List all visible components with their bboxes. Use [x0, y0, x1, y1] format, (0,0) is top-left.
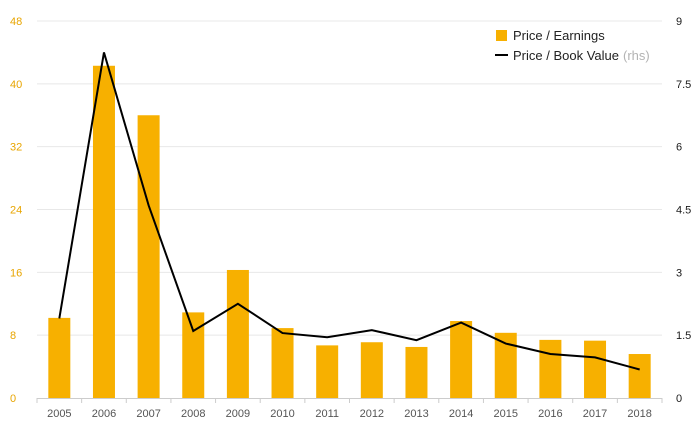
gridlines	[37, 20, 662, 336]
bar-price-earnings	[226, 269, 249, 398]
pbv-line-layer	[58, 52, 640, 371]
bar-price-earnings	[271, 328, 294, 398]
axes	[36, 398, 663, 403]
bar-price-earnings	[405, 346, 428, 398]
bar-price-earnings	[48, 317, 71, 398]
y-right-tick-label: 1.5	[676, 330, 691, 342]
bar-price-earnings	[182, 312, 205, 398]
legend-label-price-earnings: Price / Earnings	[513, 28, 605, 43]
x-tick-label: 2016	[538, 408, 562, 420]
legend-label-rhs-suffix: (rhs)	[623, 48, 650, 63]
bar-price-earnings	[628, 354, 651, 398]
y-left-tick-label: 16	[10, 267, 22, 279]
y-right-tick-label: 4.5	[676, 205, 691, 217]
pe-bars	[48, 65, 651, 399]
bar-price-earnings	[360, 342, 383, 398]
legend: Price / Earnings Price / Book Value (rhs)	[495, 28, 650, 63]
y-left-tick-label: 48	[10, 16, 22, 28]
y-left-tick-label: 0	[10, 393, 16, 405]
bar-price-earnings	[137, 115, 160, 398]
y-right-tick-label: 9	[676, 16, 682, 28]
legend-label-price-book: Price / Book Value (rhs)	[513, 48, 650, 63]
y-left-tick-label: 32	[10, 142, 22, 154]
bar-price-earnings	[494, 332, 517, 398]
x-tick-label: 2015	[494, 408, 518, 420]
bar-price-earnings	[92, 65, 115, 399]
x-tick-label: 2005	[47, 408, 71, 420]
y-right-tick-label: 0	[676, 393, 682, 405]
y-right-tick-label: 6	[676, 142, 682, 154]
x-tick-label: 2012	[360, 408, 384, 420]
x-tick-label: 2010	[270, 408, 294, 420]
bar-price-earnings	[539, 339, 562, 398]
bar-price-earnings	[316, 345, 339, 398]
y-left-tick-label: 8	[10, 330, 16, 342]
x-tick-label: 2009	[226, 408, 250, 420]
y-right-tick-label: 3	[676, 267, 682, 279]
x-tick-label: 2011	[315, 408, 339, 420]
x-tick-label: 2006	[92, 408, 116, 420]
bar-price-earnings	[450, 321, 473, 398]
legend-swatch-bar	[496, 30, 507, 41]
line-price-book-value	[58, 52, 640, 371]
x-tick-label: 2017	[583, 408, 607, 420]
y-left-tick-label: 40	[10, 79, 22, 91]
x-tick-label: 2014	[449, 408, 473, 420]
legend-label-price-book-name: Price / Book Value	[513, 48, 619, 63]
x-tick-label: 2008	[181, 408, 205, 420]
x-tick-label: 2018	[627, 408, 651, 420]
y-right-tick-label: 7.5	[676, 79, 691, 91]
x-tick-label: 2007	[136, 408, 160, 420]
bar-price-earnings	[584, 340, 607, 398]
y-left-tick-label: 24	[10, 205, 22, 217]
tick-labels: 0 8 16 24 32 40 48 0 1.5 3 4.5 6 7.5 9 2005 2006 2007 200…	[10, 16, 691, 420]
x-tick-label: 2013	[404, 408, 428, 420]
